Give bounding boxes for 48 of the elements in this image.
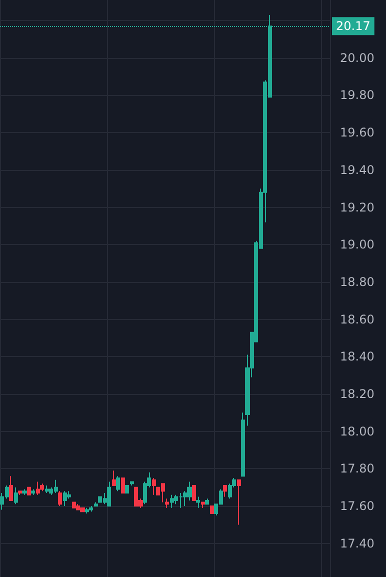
y-tick-label: 18.00: [340, 424, 374, 438]
y-tick-label: 19.00: [340, 238, 374, 252]
candlestick: [210, 506, 214, 514]
y-tick-label: 20.00: [340, 50, 374, 65]
candlestick: [80, 507, 85, 512]
candlestick: [72, 502, 76, 508]
y-tick-label: 18.40: [340, 350, 374, 364]
candlestick: [89, 506, 93, 512]
y-tick-label: 19.40: [340, 162, 374, 177]
y-tick-label: 18.60: [340, 312, 374, 326]
candlestick: [125, 485, 129, 494]
y-tick-label: 18.80: [340, 274, 374, 289]
candlestick: [170, 494, 174, 508]
candlestick: [112, 470, 116, 486]
candlestick: [63, 490, 67, 507]
candlestick: [192, 485, 196, 501]
candlestick: [223, 485, 227, 498]
candlestick: [18, 490, 22, 496]
y-tick-label: 19.80: [340, 88, 374, 102]
candlestick: [31, 488, 35, 496]
candlestick: [45, 485, 49, 494]
y-tick-label: 19.60: [340, 126, 374, 140]
candlestick: [205, 498, 209, 505]
candlestick: [165, 498, 169, 508]
y-tick-label: 19.20: [340, 200, 374, 214]
candlestick: [121, 478, 125, 494]
y-tick-label: 17.40: [340, 536, 374, 550]
candlestick: [201, 502, 205, 508]
candlestick: [152, 478, 156, 496]
candlestick: [237, 479, 241, 526]
y-tick-label: 17.80: [340, 462, 374, 476]
candlestick: [94, 502, 98, 507]
candlestick: [27, 486, 31, 496]
candlestick: [14, 486, 18, 505]
candlestick: [36, 481, 40, 496]
y-tick-label: 18.20: [340, 387, 374, 402]
candlestick: [9, 476, 13, 501]
y-tick-label: 17.60: [340, 499, 374, 514]
candlestick: [40, 483, 44, 492]
candlestick: [116, 476, 120, 492]
candlestick: [130, 481, 134, 486]
candlestick: [241, 412, 245, 477]
candlestick: [22, 488, 27, 496]
ref-line-label: 20.17: [336, 19, 370, 34]
candlestick: [196, 496, 200, 508]
candlestick: [85, 507, 89, 514]
candlestick: [107, 481, 111, 507]
candlestick: [58, 490, 62, 507]
